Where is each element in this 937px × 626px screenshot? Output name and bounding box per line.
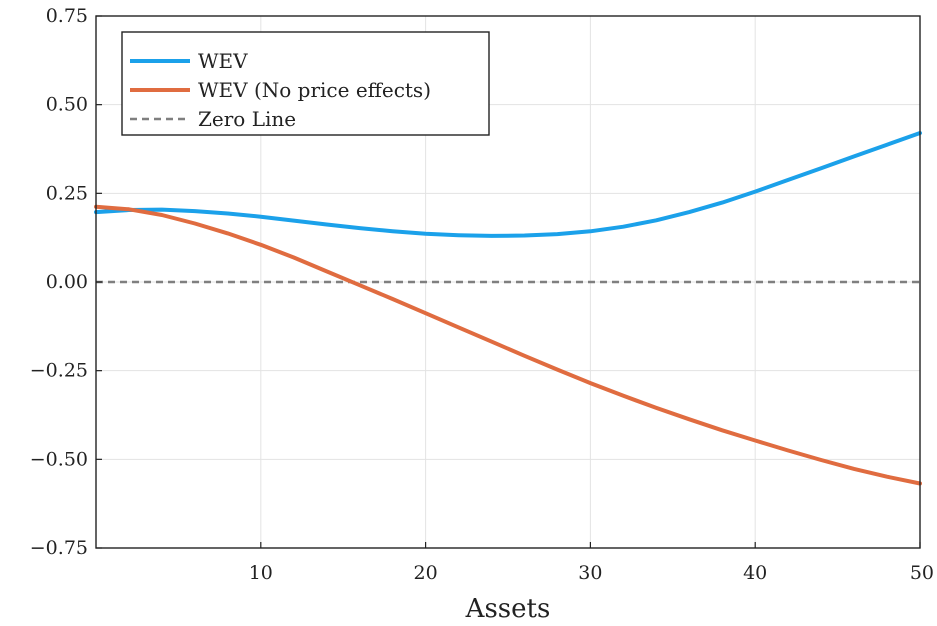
x-tick-label-3: 40 bbox=[743, 562, 767, 584]
legend-label-2: Zero Line bbox=[198, 107, 296, 131]
series-line-1 bbox=[94, 204, 922, 486]
y-tick-label-0: −0.75 bbox=[30, 537, 88, 559]
plot-lines bbox=[94, 131, 922, 486]
y-tick-label-6: 0.75 bbox=[46, 5, 88, 27]
x-tick-label-4: 50 bbox=[910, 562, 934, 584]
x-tick-label-1: 20 bbox=[414, 562, 438, 584]
x-tick-label-0: 10 bbox=[249, 562, 273, 584]
x-axis-title: Assets bbox=[465, 594, 551, 624]
y-tick-label-4: 0.25 bbox=[46, 182, 88, 204]
legend: WEV WEV (No price effects) Zero Line bbox=[121, 31, 490, 136]
axis-ticks: 10 20 30 40 50 −0.75 −0.50 −0.25 0.00 0.25 0.50 0.7… bbox=[30, 5, 934, 584]
x-tick-label-2: 30 bbox=[578, 562, 602, 584]
legend-label-0: WEV bbox=[198, 49, 248, 73]
y-tick-label-5: 0.50 bbox=[46, 94, 88, 116]
legend-label-1: WEV (No price effects) bbox=[198, 78, 431, 102]
series-line-0 bbox=[94, 131, 922, 238]
y-tick-label-2: −0.25 bbox=[30, 360, 88, 382]
y-tick-label-3: 0.00 bbox=[46, 271, 88, 293]
y-tick-label-1: −0.50 bbox=[30, 448, 88, 470]
